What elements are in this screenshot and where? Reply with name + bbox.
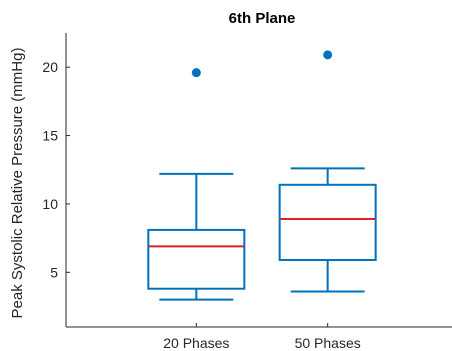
outlier-point (323, 50, 333, 60)
y-tick-label: 20 (42, 59, 58, 75)
y-axis-label: Peak Systolic Relative Pressure (mmHg) (9, 48, 26, 319)
x-tick-label: 20 Phases (163, 335, 229, 351)
chart-title: 6th Plane (229, 10, 296, 27)
y-tick-label: 10 (42, 196, 58, 212)
outlier-point (191, 68, 201, 78)
boxes (147, 50, 377, 301)
box-group (147, 68, 246, 301)
x-tick-label: 50 Phases (295, 335, 361, 351)
iqr-box (147, 228, 246, 290)
y-tick-label: 15 (42, 128, 58, 144)
box-group (278, 50, 377, 293)
axes: 5 10 15 20 20 Phases 50 Phases (42, 33, 452, 351)
iqr-box (278, 183, 377, 261)
y-tick-label: 5 (50, 264, 58, 280)
